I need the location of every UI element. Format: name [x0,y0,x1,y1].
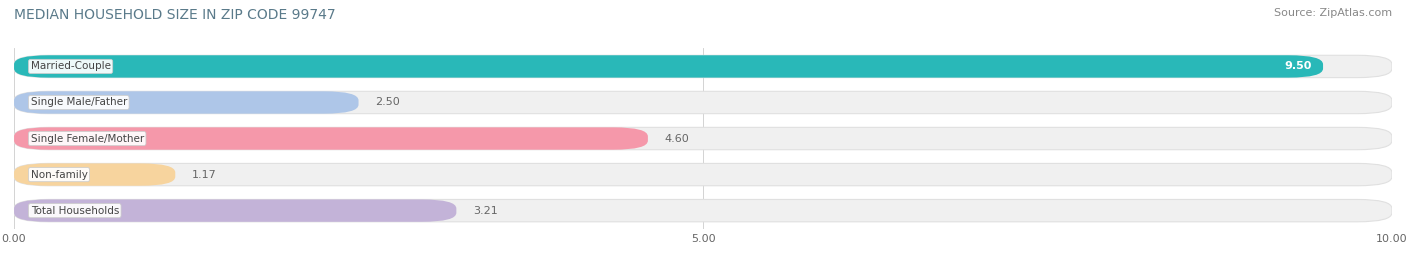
FancyBboxPatch shape [14,127,648,150]
Text: 1.17: 1.17 [191,169,217,180]
Text: MEDIAN HOUSEHOLD SIZE IN ZIP CODE 99747: MEDIAN HOUSEHOLD SIZE IN ZIP CODE 99747 [14,8,336,22]
FancyBboxPatch shape [14,163,1392,186]
Text: Single Female/Mother: Single Female/Mother [31,133,143,144]
Text: 3.21: 3.21 [472,206,498,216]
Text: Source: ZipAtlas.com: Source: ZipAtlas.com [1274,8,1392,18]
Text: Non-family: Non-family [31,169,87,180]
FancyBboxPatch shape [14,55,1392,78]
FancyBboxPatch shape [14,199,1392,222]
Text: Married-Couple: Married-Couple [31,61,111,72]
Text: Single Male/Father: Single Male/Father [31,97,127,108]
Text: 4.60: 4.60 [665,133,689,144]
FancyBboxPatch shape [14,199,457,222]
Text: Total Households: Total Households [31,206,120,216]
FancyBboxPatch shape [14,91,1392,114]
FancyBboxPatch shape [14,127,1392,150]
FancyBboxPatch shape [14,91,359,114]
FancyBboxPatch shape [14,163,176,186]
Text: 2.50: 2.50 [375,97,399,108]
Text: 9.50: 9.50 [1285,61,1312,72]
FancyBboxPatch shape [14,55,1323,78]
